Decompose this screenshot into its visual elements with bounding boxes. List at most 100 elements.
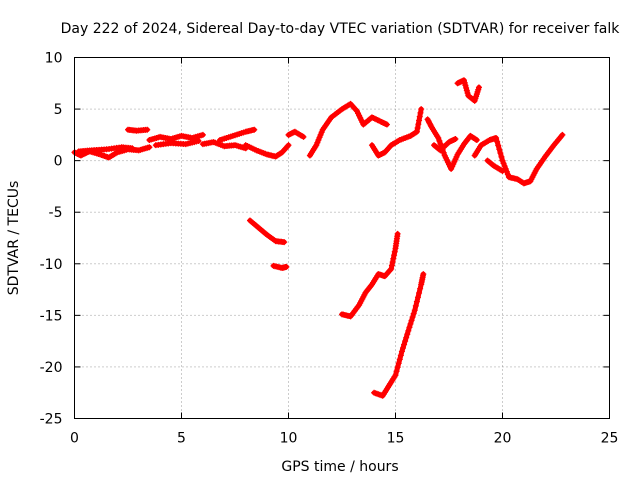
plot-frame	[74, 57, 610, 419]
data-point	[402, 338, 409, 345]
series-markers	[217, 126, 258, 144]
x-axis-label: GPS time / hours	[281, 459, 398, 475]
x-tick-labels: 0 5 10 15 20 25	[70, 57, 618, 447]
data-point	[403, 334, 410, 341]
series-arc-11	[368, 106, 425, 159]
y-tick-label: 5	[54, 102, 63, 118]
data-point	[415, 121, 422, 128]
data-point	[394, 364, 401, 371]
series-arc-8	[242, 142, 292, 160]
series-markers	[431, 135, 459, 154]
data-point	[393, 368, 400, 375]
series-markers	[270, 262, 290, 271]
data-point	[495, 142, 502, 149]
series-markers	[146, 131, 206, 144]
series-arc-13	[431, 135, 459, 154]
data-point	[383, 121, 390, 128]
data-point	[394, 230, 401, 237]
series-arc-5	[152, 138, 202, 149]
series-markers	[75, 144, 136, 155]
data-point	[405, 327, 412, 334]
series-markers	[424, 116, 480, 172]
data-point	[410, 310, 417, 317]
data-point	[414, 124, 421, 131]
y-tick-labels: 10 5 0 -5 -10 -15 -20 -25	[40, 51, 610, 428]
data-point	[413, 298, 420, 305]
y-axis-label: SDTVAR / TECUs	[6, 181, 22, 296]
data-point	[493, 134, 500, 141]
data-point	[497, 150, 504, 157]
y-tick-label: 0	[54, 154, 63, 170]
x-tick-label: 20	[494, 431, 512, 447]
y-tick-label: 10	[45, 51, 63, 67]
data-point	[129, 145, 136, 152]
data-point	[496, 146, 503, 153]
data-point	[475, 84, 482, 91]
series-arc-14	[454, 77, 482, 104]
data-point	[397, 352, 404, 359]
chart-title: Day 222 of 2024, Sidereal Day-to-day VTE…	[61, 21, 621, 37]
data-point	[418, 106, 425, 113]
series-arc-4	[146, 131, 206, 144]
data-point	[416, 117, 423, 124]
series-arc-9	[285, 128, 307, 140]
data-point	[416, 290, 423, 297]
data-point	[404, 331, 411, 338]
data-point	[501, 163, 508, 170]
data-point	[251, 126, 258, 133]
data-point	[390, 255, 397, 262]
series-markers	[125, 126, 151, 134]
y-tick-label: -20	[40, 360, 63, 376]
y-tick-label: -5	[49, 205, 63, 221]
series-markers	[454, 77, 482, 104]
data-point	[144, 126, 151, 133]
data-point	[146, 144, 153, 151]
series-markers	[152, 138, 202, 149]
data-point	[300, 133, 307, 140]
series-layer	[71, 77, 566, 399]
data-point	[281, 239, 288, 246]
data-point	[420, 271, 427, 278]
series-markers	[371, 271, 427, 399]
data-point	[417, 285, 424, 292]
data-point	[428, 123, 435, 130]
data-point	[417, 109, 424, 116]
data-point	[407, 320, 414, 327]
data-point	[500, 160, 507, 167]
data-point	[413, 128, 420, 135]
series-markers	[306, 100, 390, 159]
series-arc-19	[339, 230, 401, 320]
data-point	[352, 106, 359, 113]
data-point	[409, 314, 416, 321]
data-point	[416, 113, 423, 120]
data-point	[285, 142, 292, 149]
data-point	[387, 267, 394, 274]
series-arc-10	[306, 100, 390, 159]
y-tick-label: -15	[40, 308, 63, 324]
series-arc-17	[246, 217, 288, 246]
series-arc-2	[75, 144, 136, 155]
x-tick-label: 15	[387, 431, 405, 447]
series-markers	[199, 139, 249, 152]
x-tick-label: 5	[177, 431, 186, 447]
data-point	[389, 259, 396, 266]
data-point	[414, 294, 421, 301]
data-point	[199, 131, 206, 138]
data-point	[494, 138, 501, 145]
data-point	[504, 171, 511, 178]
data-point	[411, 307, 418, 314]
data-point	[408, 317, 415, 324]
data-point	[399, 345, 406, 352]
x-tick-label: 0	[70, 431, 79, 447]
data-point	[498, 153, 505, 160]
data-point	[395, 360, 402, 367]
series-arc-3	[125, 126, 151, 134]
series-markers	[368, 106, 425, 159]
series-markers	[242, 142, 292, 160]
data-point	[392, 372, 399, 379]
data-point	[472, 136, 479, 143]
data-point	[195, 138, 202, 145]
data-point	[396, 356, 403, 363]
